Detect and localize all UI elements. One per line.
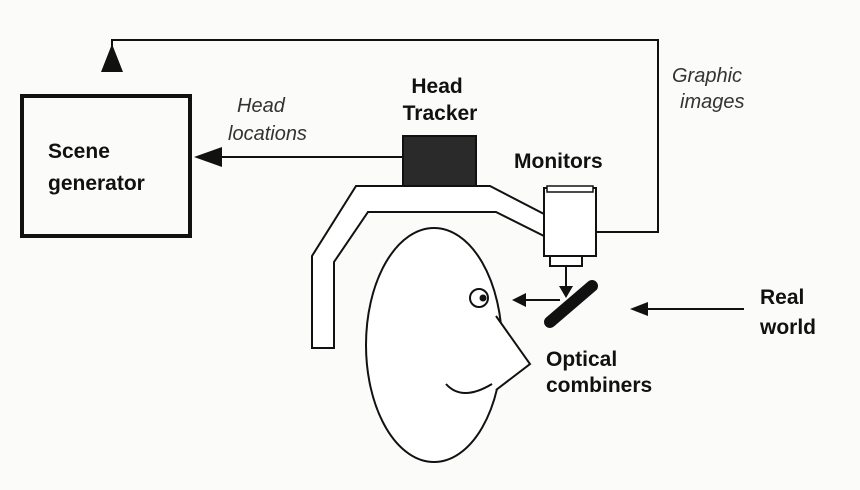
monitors-label: Monitors	[514, 150, 603, 173]
real-world-arrowhead	[630, 302, 648, 316]
head-locations-arrowhead	[194, 147, 222, 167]
optical-combiners-label: Optical combiners	[546, 348, 652, 397]
eye	[469, 288, 489, 308]
head-tracker-label: Head Tracker	[403, 75, 478, 125]
head-tracker-block	[402, 135, 477, 188]
scene-generator-box	[20, 94, 192, 238]
scene-generator-label: Scene generator	[48, 140, 145, 195]
graphic-images-label: Graphic images	[672, 65, 748, 113]
mouth	[445, 383, 493, 394]
monitor-housing	[543, 187, 597, 257]
eye-pupil	[479, 294, 487, 302]
combiner-to-eye-arrowhead	[512, 293, 526, 307]
real-world-label: Real world	[759, 286, 816, 339]
scene-generator-input-arrowhead	[101, 44, 123, 72]
monitor-lens	[549, 255, 583, 267]
monitor-top-rim	[546, 185, 594, 193]
head-outline	[365, 227, 503, 463]
optical-combiner	[544, 280, 598, 328]
monitor-to-combiner-arrowhead	[559, 286, 573, 298]
nose	[495, 315, 532, 391]
head-locations-label: Head locations	[228, 95, 307, 145]
